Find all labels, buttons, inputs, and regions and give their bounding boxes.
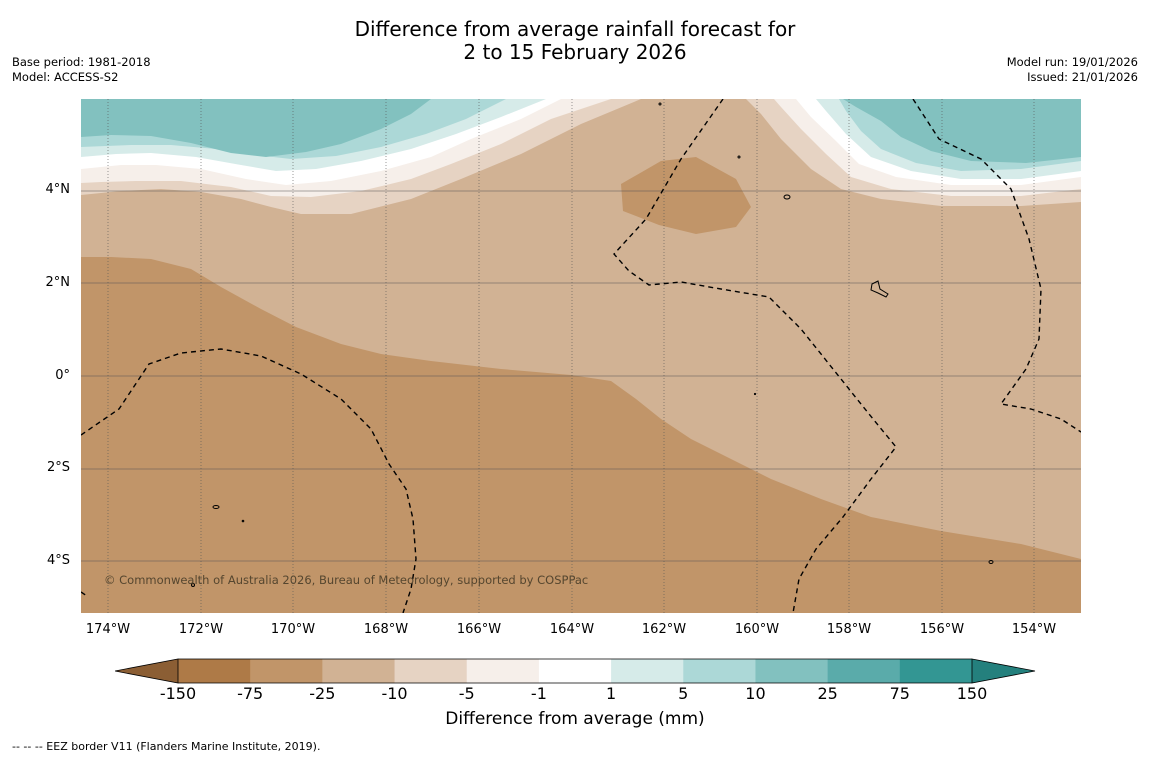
lon-label-174w: 174°W <box>85 622 131 637</box>
meta-left: Base period: 1981-2018 Model: ACCESS-S2 <box>12 55 151 85</box>
colorbar-segment <box>322 659 396 683</box>
region-10-to-25-left <box>81 99 431 157</box>
colorbar-segments <box>115 659 1035 683</box>
colorbar-segment <box>683 659 756 683</box>
colorbar-extend-high <box>972 659 1035 683</box>
colorbar-tick-label: -150 <box>159 684 197 703</box>
lat-label-0: 0° <box>55 368 70 383</box>
colorbar-segment <box>178 659 251 683</box>
lon-label-168w: 168°W <box>363 622 409 637</box>
colorbar-segment <box>611 659 684 683</box>
colorbar-segment <box>755 659 829 683</box>
colorbar-tick-label: 25 <box>817 684 838 703</box>
lon-label-160w: 160°W <box>734 622 780 637</box>
colorbar-tick-label: 1 <box>605 684 617 703</box>
lon-label-172w: 172°W <box>178 622 224 637</box>
colorbar <box>115 658 1036 684</box>
region-blob-dark <box>621 157 751 234</box>
map-panel <box>81 99 1081 613</box>
colorbar-tick-label: 5 <box>678 684 689 703</box>
lat-label-2n: 2°N <box>45 275 71 290</box>
lon-label-166w: 166°W <box>456 622 502 637</box>
issued-date: Issued: 21/01/2026 <box>1027 70 1138 84</box>
colorbar-segment <box>899 659 973 683</box>
lon-label-164w: 164°W <box>549 622 595 637</box>
colorbar-tick-label: -1 <box>530 684 547 703</box>
colorbar-tick-label: -25 <box>309 684 336 703</box>
lon-label-158w: 158°W <box>826 622 872 637</box>
colorbar-tick-label: -5 <box>458 684 475 703</box>
colorbar-tick-label: 150 <box>956 684 988 703</box>
graticule <box>81 99 1081 613</box>
model-run: Model run: 19/01/2026 <box>1006 55 1138 69</box>
footer-note: -- -- -- EEZ border V11 (Flanders Marine… <box>12 740 321 753</box>
colorbar-segment <box>394 659 468 683</box>
colorbar-tick-label: -10 <box>381 684 408 703</box>
colorbar-segment <box>538 659 612 683</box>
colorbar-label: Difference from average (mm) <box>445 709 705 729</box>
colorbar-segment <box>827 659 901 683</box>
model-name: Model: ACCESS-S2 <box>12 70 119 84</box>
meta-right: Model run: 19/01/2026 Issued: 21/01/2026 <box>1007 55 1138 85</box>
colorbar-tick-label: -75 <box>237 684 264 703</box>
region-10-to-25-right <box>843 99 1081 163</box>
lat-label-4s: 4°S <box>46 553 70 568</box>
colorbar-segment <box>250 659 323 683</box>
colorbar-tick-label: 75 <box>889 684 910 703</box>
lat-label-4n: 4°N <box>45 182 71 197</box>
eez-borders <box>81 99 1081 613</box>
title-line-1: Difference from average rainfall forecas… <box>354 17 796 41</box>
lon-label-162w: 162°W <box>641 622 687 637</box>
lat-label-2s: 2°S <box>46 460 70 475</box>
colorbar-extend-low <box>115 659 178 683</box>
lon-label-156w: 156°W <box>919 622 965 637</box>
map-title: Difference from average rainfall forecas… <box>0 18 1150 64</box>
lon-label-170w: 170°W <box>270 622 316 637</box>
islands <box>191 102 994 587</box>
rainfall-anomaly-map <box>81 99 1081 613</box>
colorbar-segment <box>466 659 540 683</box>
copyright-notice: © Commonwealth of Australia 2026, Bureau… <box>104 573 589 587</box>
lon-label-154w: 154°W <box>1011 622 1057 637</box>
title-line-2: 2 to 15 February 2026 <box>463 40 687 64</box>
base-period: Base period: 1981-2018 <box>12 55 151 69</box>
colorbar-tick-label: 10 <box>745 684 766 703</box>
